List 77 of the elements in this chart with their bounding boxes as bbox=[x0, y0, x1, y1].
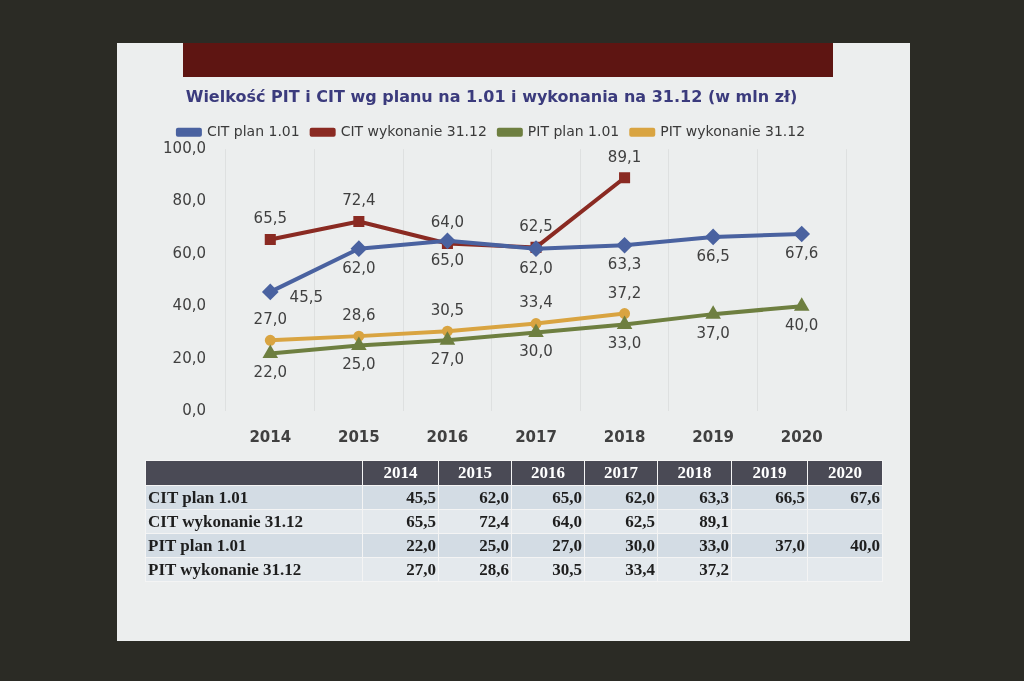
x-tick-label: 2014 bbox=[249, 427, 292, 446]
data-label: 62,0 bbox=[519, 258, 553, 277]
data-label: 27,0 bbox=[253, 310, 287, 329]
category-label: 2018 bbox=[677, 463, 712, 482]
data-label: 45,5 bbox=[289, 287, 323, 306]
x-tick-label: 2017 bbox=[515, 427, 557, 446]
text: 65,0 bbox=[552, 487, 582, 507]
data-label: 66,5 bbox=[696, 246, 730, 265]
data-label: 30,0 bbox=[519, 342, 553, 361]
y-tick-label: 40,0 bbox=[172, 296, 206, 315]
text: 62,5 bbox=[625, 511, 655, 531]
text: 45,5 bbox=[406, 487, 436, 507]
y-tick-label: 80,0 bbox=[172, 191, 206, 210]
legend-label: PIT plan 1.01 bbox=[527, 122, 620, 139]
y-tick-label: 60,0 bbox=[172, 243, 206, 262]
text: 66,5 bbox=[775, 487, 805, 507]
data-label: 63,3 bbox=[607, 255, 642, 274]
data-label: 72,4 bbox=[342, 191, 376, 210]
data-label: 64,0 bbox=[430, 213, 465, 232]
category-label: 2019 bbox=[752, 463, 787, 482]
y-tick-label: 0,0 bbox=[182, 400, 206, 419]
data-label: 28,6 bbox=[342, 306, 376, 325]
x-tick-label: 2016 bbox=[426, 427, 469, 446]
text: CIT wykonanie 31.12 bbox=[148, 511, 304, 531]
text: PIT wykonanie 31.12 bbox=[148, 559, 302, 579]
text: 65,5 bbox=[406, 511, 436, 531]
text: 37,2 bbox=[699, 559, 729, 579]
text: 30,0 bbox=[625, 535, 655, 555]
text: 27,0 bbox=[552, 535, 582, 555]
text: 37,0 bbox=[775, 535, 805, 555]
text: 72,4 bbox=[479, 511, 509, 531]
data-label: 62,5 bbox=[519, 217, 553, 236]
text: 30,5 bbox=[552, 559, 582, 579]
data-label: 37,2 bbox=[607, 283, 642, 302]
text: 63,3 bbox=[699, 487, 729, 507]
data-label: 65,0 bbox=[430, 250, 465, 269]
text: 25,0 bbox=[479, 535, 509, 555]
data-label: 27,0 bbox=[430, 350, 465, 369]
text: 67,6 bbox=[850, 487, 880, 507]
text: 62,0 bbox=[479, 487, 509, 507]
text: 33,4 bbox=[625, 559, 655, 579]
legend-label: PIT wykonanie 31.12 bbox=[660, 122, 806, 139]
x-tick-label: 2019 bbox=[692, 427, 735, 446]
data-label: 30,5 bbox=[430, 301, 465, 320]
category-label: 2014 bbox=[383, 463, 418, 482]
text: 89,1 bbox=[699, 511, 729, 531]
text: 64,0 bbox=[552, 511, 582, 531]
chart-title: Wielkość PIT i CIT wg planu na 1.01 i wykonania na 31.12 (w mln zł) bbox=[185, 86, 798, 106]
data-label: 65,5 bbox=[253, 209, 287, 228]
y-tick-label: 100,0 bbox=[163, 139, 206, 158]
text: 27,0 bbox=[406, 559, 436, 579]
text: 22,0 bbox=[406, 535, 436, 555]
category-label: 2017 bbox=[604, 463, 638, 482]
text: 33,0 bbox=[699, 535, 729, 555]
text: 40,0 bbox=[850, 535, 880, 555]
y-tick-label: 20,0 bbox=[172, 348, 206, 367]
data-label: 25,0 bbox=[342, 355, 376, 374]
category-label: 2016 bbox=[531, 463, 565, 482]
text: PIT plan 1.01 bbox=[148, 535, 247, 555]
legend-label: CIT plan 1.01 bbox=[206, 122, 300, 139]
data-label: 33,4 bbox=[519, 293, 553, 312]
data-label: 22,0 bbox=[253, 363, 287, 382]
text: 62,0 bbox=[625, 487, 655, 507]
data-label: 62,0 bbox=[342, 258, 376, 277]
category-label: 2020 bbox=[828, 463, 862, 482]
text: CIT plan 1.01 bbox=[148, 487, 249, 507]
x-tick-label: 2015 bbox=[337, 427, 380, 446]
data-label: 33,0 bbox=[607, 334, 642, 353]
data-label: 89,1 bbox=[607, 147, 642, 166]
text: 28,6 bbox=[479, 559, 509, 579]
data-label: 40,0 bbox=[785, 316, 819, 335]
category-label: 2015 bbox=[458, 463, 492, 482]
legend-label: CIT wykonanie 31.12 bbox=[340, 122, 487, 139]
x-tick-label: 2018 bbox=[603, 427, 646, 446]
data-label: 67,6 bbox=[785, 243, 819, 262]
x-tick-label: 2020 bbox=[780, 427, 823, 446]
data-label: 37,0 bbox=[696, 324, 730, 343]
